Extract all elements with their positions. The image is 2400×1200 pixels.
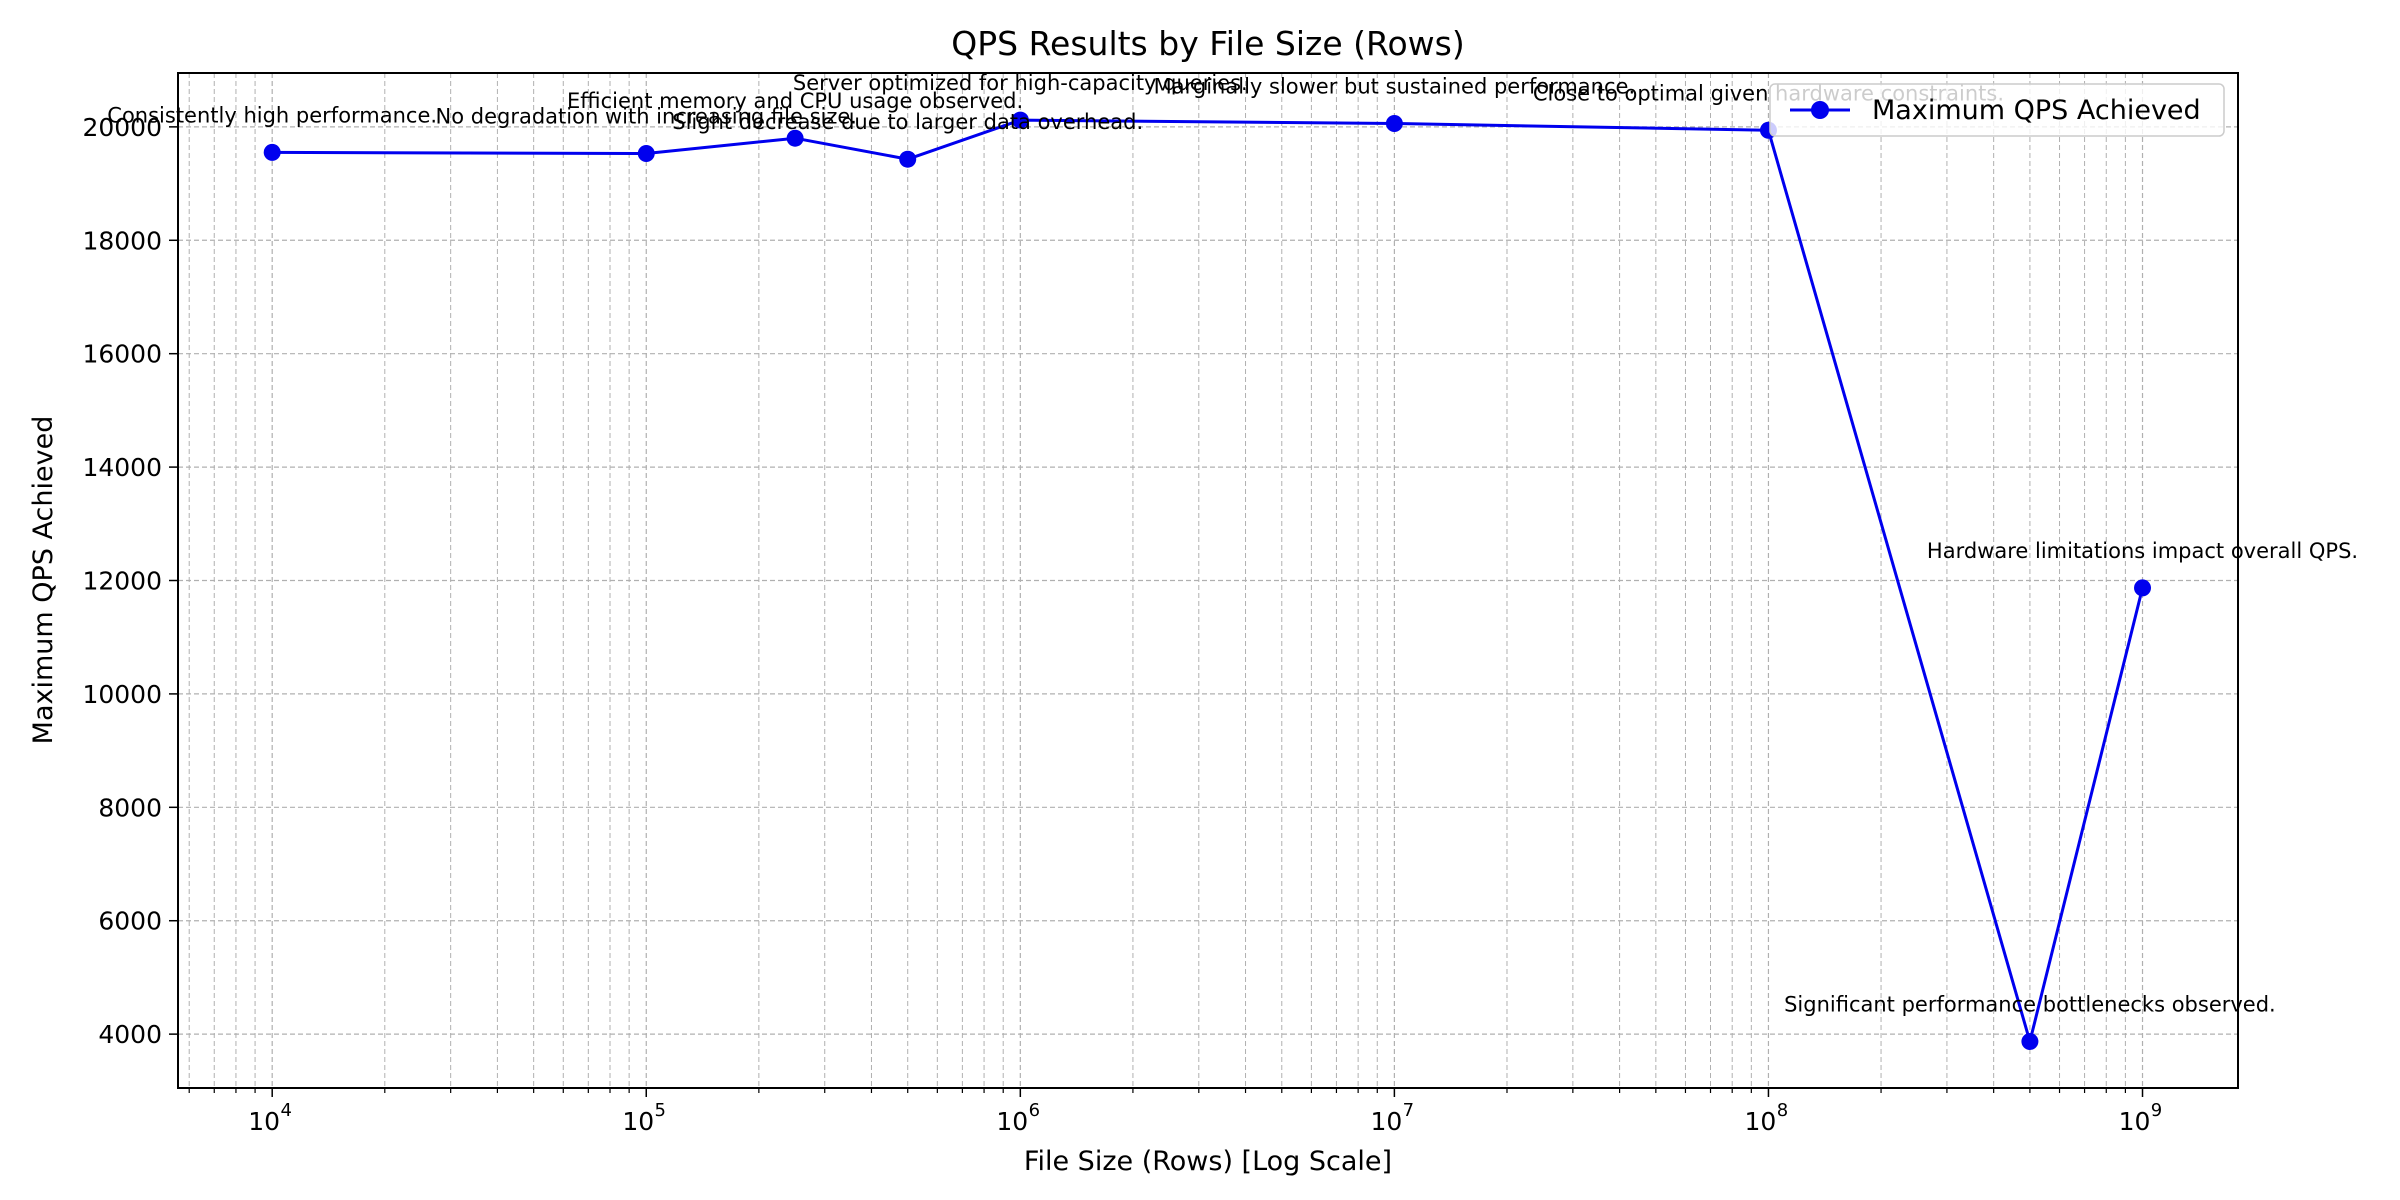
x-tick-label-exponent: 4 [280,1100,291,1121]
point-annotation: Server optimized for high-capacity queri… [793,71,1248,95]
point-annotation: Slight decrease due to larger data overh… [672,110,1143,134]
y-axis-title: Maximum QPS Achieved [28,416,59,745]
y-tick-label: 10000 [82,680,162,709]
x-tick-label: 10 [996,1107,1028,1136]
legend-marker-swatch [1811,101,1829,119]
data-point [899,150,917,168]
point-annotation: Hardware limitations impact overall QPS. [1927,539,2358,563]
data-point [2021,1033,2039,1051]
data-point [1011,111,1029,129]
y-tick-label: 14000 [82,453,162,482]
data-point [2134,579,2152,597]
data-point [786,129,804,147]
data-point [637,145,655,163]
y-tick-label: 4000 [98,1020,162,1049]
x-tick-label-exponent: 5 [655,1100,666,1121]
chart-title: QPS Results by File Size (Rows) [951,24,1464,63]
point-annotation: No degradation with increasing file size… [436,105,857,129]
point-annotation: Consistently high performance. [107,103,437,127]
point-annotation: Significant performance bottlenecks obse… [1784,993,2276,1017]
x-axis-title: File Size (Rows) [Log Scale] [1024,1146,1392,1177]
data-point [263,143,281,161]
annotation-layer: Consistently high performance.No degrada… [107,71,2358,1016]
point-annotation: Marginally slower but sustained performa… [1154,74,1635,98]
point-annotation: Efficient memory and CPU usage observed. [567,89,1023,113]
y-tick-label: 16000 [82,340,162,369]
x-tick-label: 10 [2119,1107,2151,1136]
y-tick-label: 6000 [98,907,162,936]
legend: Maximum QPS Achieved [1769,83,2225,137]
x-tick-label-exponent: 6 [1029,1100,1040,1121]
axes-layer: 10 4 10 5 10 6 10 7 10 8 10 94000600080001000012000… [82,72,2239,1136]
x-tick-label: 10 [248,1107,280,1136]
y-tick-label: 20000 [82,113,162,142]
legend-label: Maximum QPS Achieved [1872,95,2201,126]
series-layer [263,111,2152,1051]
x-tick-label: 10 [622,1107,654,1136]
plot-frame [177,72,2239,1089]
x-tick-label-exponent: 8 [1777,1100,1788,1121]
y-tick-label: 18000 [82,226,162,255]
grid-layer [178,73,2238,1088]
legend-box [1769,83,2225,137]
y-tick-label: 8000 [98,793,162,822]
data-point [1385,114,1403,132]
x-tick-label: 10 [1370,1107,1402,1136]
y-tick-label: 12000 [82,567,162,596]
x-tick-label: 10 [1745,1107,1777,1136]
x-tick-label-exponent: 7 [1403,1100,1414,1121]
x-tick-label-exponent: 9 [2151,1100,2162,1121]
